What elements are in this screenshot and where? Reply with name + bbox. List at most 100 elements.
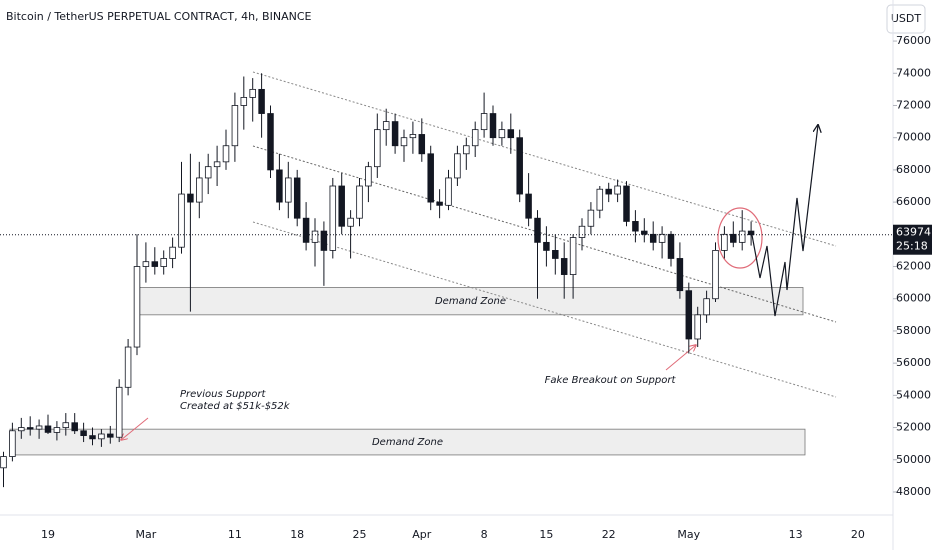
- candle-body: [44, 425, 52, 433]
- y-tick-label: 56000.0: [896, 356, 932, 369]
- candle-body: [160, 258, 167, 267]
- annotation: Fake Breakout on Support: [545, 375, 677, 386]
- candle-body: [436, 201, 443, 206]
- y-tick-label: 58000.0: [896, 324, 932, 337]
- y-tick-label: 48000.0: [896, 485, 932, 498]
- candle-body: [730, 233, 737, 243]
- candle-body: [62, 422, 70, 428]
- candle-body: [258, 88, 265, 114]
- candle-body: [0, 456, 7, 469]
- candle-body: [18, 427, 25, 432]
- candle-body: [427, 153, 434, 203]
- candle-body: [9, 430, 16, 457]
- candle-body: [641, 230, 648, 235]
- x-tick-label: 25: [353, 528, 367, 541]
- candle-body: [747, 230, 755, 236]
- candle-body: [267, 113, 274, 171]
- candle-body: [382, 121, 390, 131]
- candle-body: [543, 241, 550, 251]
- candle-body: [712, 250, 719, 300]
- y-tick-label: 66000.0: [896, 195, 932, 208]
- candle-body: [409, 134, 417, 139]
- candle-body: [187, 193, 194, 203]
- y-tick-label: 52000.0: [896, 421, 932, 434]
- candle-body: [534, 217, 541, 243]
- candle-body: [231, 105, 239, 147]
- candle-body: [445, 177, 452, 206]
- drawings: [121, 71, 837, 440]
- candle-body: [107, 433, 114, 438]
- candle-body: [614, 185, 621, 195]
- candle-body: [356, 185, 363, 219]
- candle-body: [480, 113, 488, 131]
- price-box: [893, 224, 932, 255]
- candle-body: [35, 425, 43, 430]
- candle-body: [516, 137, 523, 195]
- annotation: Created at $51k-$52k: [180, 401, 291, 412]
- countdown: 25:18: [896, 240, 928, 253]
- zone-label: Demand Zone: [435, 296, 506, 307]
- x-tick-label: May: [677, 528, 700, 541]
- candle-body: [525, 193, 532, 219]
- candle-body: [142, 261, 150, 267]
- candle-body: [471, 129, 479, 147]
- x-tick-label: 18: [290, 528, 304, 541]
- candle-body: [498, 129, 506, 139]
- arrow: [121, 417, 149, 440]
- annotation: Previous Support: [180, 389, 266, 400]
- candle-body: [685, 290, 693, 340]
- candle-body: [169, 246, 176, 259]
- candle-body: [391, 121, 399, 147]
- candle-body: [26, 427, 34, 430]
- candle-body: [649, 233, 657, 243]
- candle-body: [80, 430, 87, 437]
- demand-zone: [9, 428, 806, 456]
- y-tick-label: 74000.0: [896, 66, 932, 79]
- candle-body: [658, 233, 666, 243]
- candle-body: [676, 258, 684, 292]
- candle-body: [240, 97, 248, 106]
- y-tick-label: 60000.0: [896, 292, 932, 305]
- candle-body: [249, 88, 256, 98]
- candle-body: [276, 169, 283, 203]
- candle-body: [463, 145, 470, 155]
- candle-body: [302, 217, 310, 243]
- candle-body: [454, 153, 461, 179]
- x-tick-label: 13: [789, 528, 803, 541]
- candle-body: [560, 258, 568, 275]
- candle-body: [569, 237, 577, 275]
- candle-body: [552, 250, 559, 259]
- last-price: 63974.7: [896, 226, 932, 239]
- candle-body: [507, 129, 515, 139]
- candle-body: [89, 435, 96, 440]
- candle-body: [721, 233, 728, 251]
- candle-body: [311, 230, 319, 243]
- candle-body: [196, 177, 203, 203]
- y-tick-label: 54000.0: [896, 388, 932, 401]
- currency-box[interactable]: [886, 4, 926, 34]
- currency[interactable]: USDT: [891, 12, 922, 25]
- y-tick-label: 62000.0: [896, 260, 932, 273]
- candle-body: [115, 386, 123, 438]
- candle-body: [285, 177, 292, 203]
- candle-body: [53, 427, 61, 433]
- candle-body: [204, 166, 212, 179]
- candle-body: [320, 230, 328, 251]
- candle-body: [694, 314, 701, 340]
- y-tick-label: 50000.0: [896, 453, 932, 466]
- x-tick-label: Apr: [412, 528, 432, 541]
- candle-body: [667, 233, 675, 259]
- candle-body: [489, 113, 497, 139]
- demand-zone: [137, 287, 804, 316]
- candle-body: [623, 185, 630, 222]
- x-tick-label: 8: [481, 528, 488, 541]
- y-tick-label: 70000.0: [896, 131, 932, 144]
- projection: [751, 125, 818, 317]
- candle-body: [71, 422, 78, 432]
- x-tick-label: 15: [539, 528, 553, 541]
- x-tick-label: 11: [228, 528, 242, 541]
- y-tick-label: 76000.0: [896, 34, 932, 47]
- candle-body: [418, 134, 426, 155]
- x-tick-label: Mar: [136, 528, 157, 541]
